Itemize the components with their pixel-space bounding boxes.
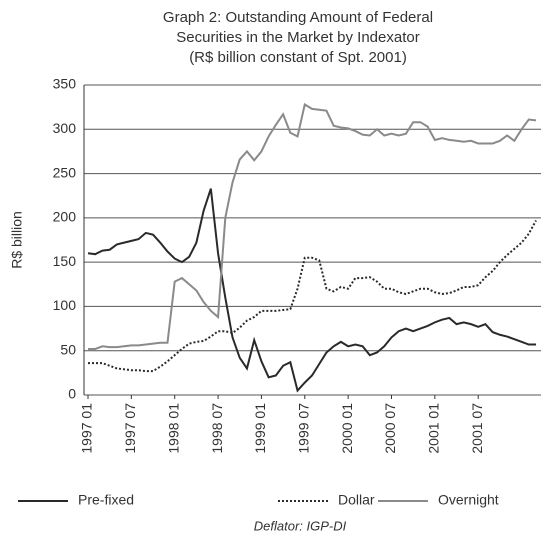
x-tick-label: 1997 07	[122, 403, 138, 454]
x-tick-label: 2001 01	[426, 403, 442, 454]
x-tick-label: 2000 01	[339, 403, 355, 454]
y-tick-label: 200	[53, 209, 77, 225]
x-tick-label: 1999 07	[295, 403, 311, 454]
x-tick-label: 1998 01	[165, 403, 181, 454]
series-line	[88, 220, 537, 373]
legend-label: Overnight	[438, 492, 499, 508]
y-tick-label: 0	[68, 386, 76, 402]
x-tick-label: 1997 01	[79, 403, 95, 454]
series-line	[88, 102, 537, 350]
chart-title: Securities in the Market by Indexator	[176, 29, 419, 46]
x-tick-label: 2001 07	[469, 403, 485, 454]
legend-label: Dollar	[338, 492, 375, 508]
y-tick-label: 150	[53, 253, 77, 269]
x-tick-label: 1999 01	[252, 403, 268, 454]
y-tick-label: 300	[53, 120, 77, 136]
chart-title: (R$ billion constant of Spt. 2001)	[189, 49, 407, 66]
y-tick-label: 100	[53, 297, 77, 313]
chart-title: Graph 2: Outstanding Amount of Federal	[163, 9, 433, 26]
x-tick-label: 2000 07	[382, 403, 398, 454]
x-tick-label: 1998 07	[209, 403, 225, 454]
y-tick-label: 350	[53, 76, 77, 92]
legend-label: Pre-fixed	[78, 492, 134, 508]
y-tick-label: 250	[53, 164, 77, 180]
footnote: Deflator: IGP-DI	[254, 518, 347, 533]
y-tick-label: 50	[60, 341, 76, 357]
y-axis-label: R$ billion	[9, 211, 25, 269]
series-line	[87, 188, 536, 393]
